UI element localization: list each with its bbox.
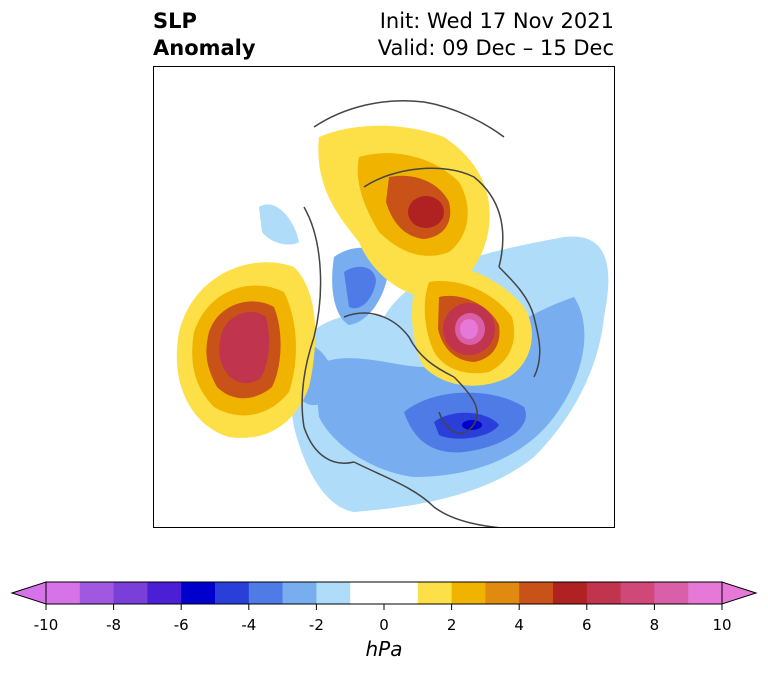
colorbar-max-extension [721, 581, 758, 605]
colorbar-tick-label: -8 [106, 616, 122, 634]
colorbar-ticks [45, 604, 723, 610]
colorbar-cell [417, 582, 453, 604]
colorbar-cell [215, 582, 250, 604]
colorbar-cell [282, 582, 317, 604]
arctic-high-core [408, 196, 444, 228]
alaska-low [259, 204, 299, 245]
colorbar-tick-label: 0 [379, 616, 389, 634]
colorbar-tick-label: 6 [582, 616, 592, 634]
colorbar-cell [248, 582, 284, 604]
colorbar-cell [384, 582, 419, 604]
colorbar-cells [46, 582, 723, 604]
colorbar-cell [181, 582, 216, 604]
colorbar-cell [519, 582, 554, 604]
colorbar-tick-label: 10 [712, 616, 732, 634]
atlantic-low-center [462, 420, 482, 430]
negative-anomaly-fields [259, 204, 609, 512]
greenland-high-max [460, 319, 478, 339]
colorbar-cell [316, 582, 351, 604]
colorbar-cell [46, 582, 81, 604]
colorbar-cell [654, 582, 689, 604]
valid-date: Valid: 09 Dec – 15 Dec [377, 36, 614, 60]
colorbar-tick-label: -4 [241, 616, 257, 634]
colorbar-tick-label: 4 [514, 616, 524, 634]
pacific-high-core [219, 312, 270, 384]
colorbar-tick-label: -10 [33, 616, 59, 634]
map-dates: Init: Wed 17 Nov 2021 Valid: 09 Dec – 15… [378, 8, 614, 62]
init-date: Init: Wed 17 Nov 2021 [379, 9, 614, 33]
title-line-1: SLP [153, 9, 197, 33]
colorbar-cell [553, 582, 588, 604]
title-line-2: Anomaly [153, 36, 256, 60]
map-panel [153, 66, 615, 528]
colorbar-cell [113, 582, 148, 604]
colorbar-cell [350, 582, 385, 604]
colorbar-cell [451, 582, 486, 604]
colorbar-cell [688, 582, 723, 604]
colorbar-cell [620, 582, 655, 604]
colorbar-units: hPa [365, 637, 403, 661]
colorbar-cell [147, 582, 182, 604]
map-title: SLP Anomaly [153, 8, 256, 62]
colorbar-tick-label: -2 [308, 616, 324, 634]
colorbar-tick-label: -6 [173, 616, 189, 634]
colorbar-cell [485, 582, 520, 604]
slp-anomaly-map [176, 99, 609, 527]
coastlines [301, 99, 541, 527]
colorbar-min-extension [10, 581, 47, 605]
colorbar-cell [79, 582, 115, 604]
colorbar [10, 581, 758, 610]
canada-low-inner [344, 266, 376, 309]
colorbar-tick-label: 8 [649, 616, 660, 634]
colorbar-tick-label: 2 [446, 616, 457, 634]
colorbar-cell [586, 582, 622, 604]
